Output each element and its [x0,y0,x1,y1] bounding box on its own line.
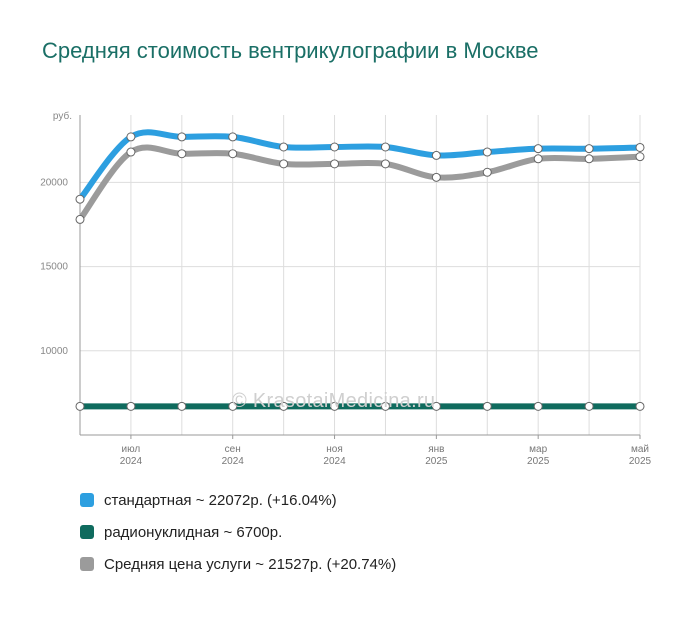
legend-swatch-standard [80,493,94,507]
watermark: © KrasotaiMedicina.ru [232,390,436,412]
x-tick-label: 2025 [425,456,448,467]
x-tick-label: 2024 [222,456,245,467]
series-average-point [431,172,441,182]
series-radionuclide-point [330,401,340,411]
x-tick-label: сен [225,444,241,455]
x-tick-label: июл [122,444,141,455]
series-radionuclide-point [482,401,492,411]
series-standard-point [431,150,441,160]
series-average-point [228,149,238,159]
series-average-point [584,154,594,164]
legend-swatch-average [80,557,94,571]
series-standard-point [330,142,340,152]
series-average-point [482,167,492,177]
x-tick-label: мар [529,444,547,455]
series-average-point [330,159,340,169]
series-radionuclide-point [431,401,441,411]
x-tick-label: 2025 [629,456,652,467]
series-standard-point [228,132,238,142]
series-standard-point [126,132,136,142]
series-standard-point [533,144,543,154]
series-radionuclide-point [635,401,645,411]
y-tick-label: 15000 [40,262,68,273]
x-tick-label: 2024 [323,456,346,467]
series-average-point [177,149,187,159]
legend-label-radionuclide: радионуклидная ~ 6700р. [104,523,283,541]
series-standard-point [75,194,85,204]
series-standard-point [584,144,594,154]
series-average-line [77,144,643,223]
legend-item-average[interactable]: Средняя цена услуги ~ 21527р. (+20.74%) [80,548,396,580]
x-tick-label: 2024 [120,456,143,467]
x-tick-label: май [631,444,649,455]
series-average-point [75,214,85,224]
series-standard-point [279,142,289,152]
legend-swatch-radionuclide [80,525,94,539]
series-radionuclide-point [75,401,85,411]
legend-item-standard[interactable]: стандартная ~ 22072р. (+16.04%) [80,484,396,516]
series-average-point [635,152,645,162]
series-radionuclide-point [533,401,543,411]
series-average-point [126,147,136,157]
x-tick-label: янв [428,444,444,455]
series-radionuclide-point [584,401,594,411]
legend-label-standard: стандартная ~ 22072р. (+16.04%) [104,491,337,509]
legend-label-average: Средняя цена услуги ~ 21527р. (+20.74%) [104,555,397,573]
legend-item-radionuclide[interactable]: радионуклидная ~ 6700р. [80,516,396,548]
y-tick-label: 10000 [40,346,68,357]
series-radionuclide-point [228,401,238,411]
x-tick-label: 2025 [527,456,550,467]
series-standard-point [380,142,390,152]
series-radionuclide-point [279,401,289,411]
axis-layer: 100001500020000руб.июл2024сен2024ноя2024… [40,110,651,467]
series-radionuclide-point [177,401,187,411]
series-standard-point [177,132,187,142]
series-average-point [380,159,390,169]
series-radionuclide-point [126,401,136,411]
y-unit-label: руб. [53,110,72,122]
series-standard-point [635,142,645,152]
series-standard-point [482,147,492,157]
legend: стандартная ~ 22072р. (+16.04%) радионук… [80,484,396,580]
point-layer [75,132,645,411]
series-layer [77,129,643,410]
series-average-point [533,154,543,164]
y-tick-label: 20000 [40,177,68,188]
series-average-point [279,159,289,169]
series-radionuclide-point [380,401,390,411]
x-tick-label: ноя [326,444,343,455]
chart-title: Средняя стоимость вентрикулографии в Мос… [42,38,539,63]
